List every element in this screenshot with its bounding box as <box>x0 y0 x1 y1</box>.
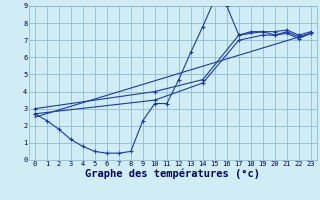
X-axis label: Graphe des températures (°c): Graphe des températures (°c) <box>85 169 260 179</box>
